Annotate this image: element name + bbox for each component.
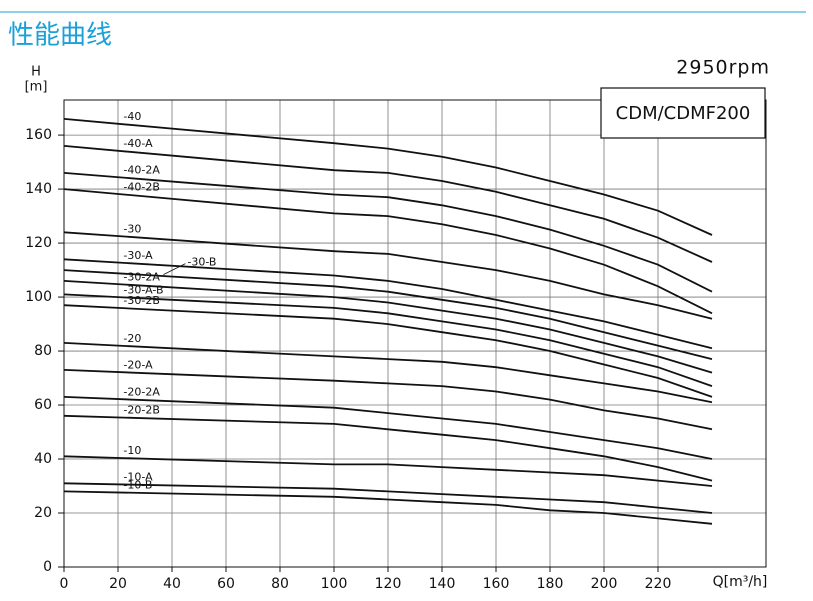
curve xyxy=(63,280,713,374)
series-label: -30-A-B xyxy=(123,283,163,296)
y-tick-label: 120 xyxy=(25,235,52,251)
series-label: -30-2B xyxy=(123,294,159,307)
series-label: -10-B xyxy=(123,479,152,492)
y-tick-label: 0 xyxy=(43,559,52,575)
curve xyxy=(63,304,713,398)
x-tick-label: 100 xyxy=(321,576,348,592)
x-tick-label: 220 xyxy=(645,576,672,592)
leader xyxy=(163,263,186,275)
series-label: -40-A xyxy=(123,137,153,150)
curve xyxy=(63,455,713,487)
curve xyxy=(63,342,713,404)
curve xyxy=(63,396,713,460)
curve xyxy=(63,269,713,360)
series-label: -20-2B xyxy=(123,404,159,417)
y-axis-unit: [m] xyxy=(25,80,48,95)
curve xyxy=(63,118,713,236)
plot-frame xyxy=(63,99,767,568)
chart-subtitle: 2950rpm xyxy=(676,57,770,79)
curve xyxy=(63,490,713,525)
curve xyxy=(63,188,713,315)
series-label: -10 xyxy=(123,444,141,457)
series-label: -30-B xyxy=(187,256,216,269)
y-tick-label: 100 xyxy=(25,289,52,305)
curve xyxy=(63,414,713,482)
series-label: -10-A xyxy=(123,471,153,484)
x-tick-label: 140 xyxy=(429,576,456,592)
x-tick-label: 20 xyxy=(109,576,127,592)
series-label: -20-A xyxy=(123,358,153,371)
curve xyxy=(63,482,713,514)
series-label: -30 xyxy=(123,222,141,235)
model-box xyxy=(600,87,766,139)
series-label: -20-2A xyxy=(123,385,160,398)
series-label: -30-2A xyxy=(123,270,160,283)
y-tick-label: 80 xyxy=(34,343,52,359)
y-tick-label: 160 xyxy=(25,127,52,143)
curve xyxy=(63,145,713,263)
y-axis-label: H xyxy=(31,65,41,80)
curve xyxy=(63,231,713,320)
chart-title: 性能曲线 xyxy=(8,21,112,51)
y-tick-label: 20 xyxy=(34,505,52,521)
y-tick-label: 40 xyxy=(34,451,52,467)
curve xyxy=(63,369,713,431)
x-tick-label: 180 xyxy=(537,576,564,592)
series-label: -30-A xyxy=(123,249,153,262)
series-label: -40-2B xyxy=(123,180,159,193)
curve xyxy=(63,258,713,350)
x-tick-label: 60 xyxy=(217,576,235,592)
y-tick-label: 60 xyxy=(34,397,52,413)
x-tick-label: 0 xyxy=(60,576,69,592)
x-tick-label: 120 xyxy=(375,576,402,592)
curve xyxy=(63,293,713,387)
x-tick-label: 40 xyxy=(163,576,181,592)
series-label: -20 xyxy=(123,332,141,345)
x-tick-label: 80 xyxy=(271,576,289,592)
x-tick-label: 200 xyxy=(591,576,618,592)
x-tick-label: 160 xyxy=(483,576,510,592)
model-label: CDM/CDMF200 xyxy=(616,103,751,124)
series-label: -40 xyxy=(123,110,141,123)
series-label: -40-2A xyxy=(123,164,160,177)
y-tick-label: 140 xyxy=(25,181,52,197)
curve xyxy=(63,172,713,293)
x-axis-label: Q[m³/h] xyxy=(713,574,768,590)
